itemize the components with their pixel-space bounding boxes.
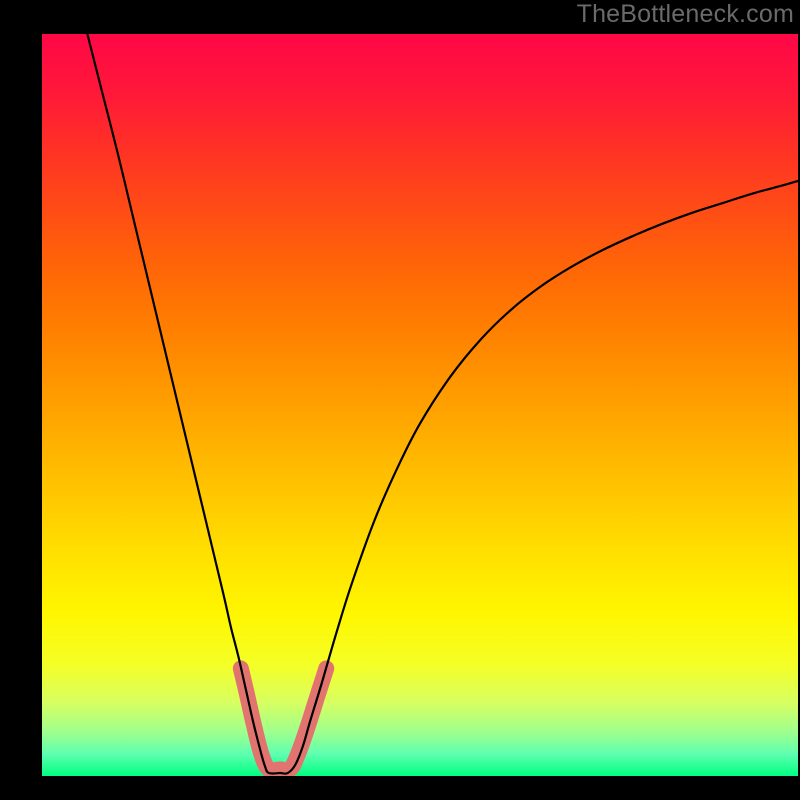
- plot-svg: [42, 34, 798, 776]
- plot-area: [42, 34, 798, 776]
- chart-container: TheBottleneck.com: [0, 0, 800, 800]
- gradient-background: [42, 34, 798, 776]
- watermark-text: TheBottleneck.com: [577, 0, 794, 29]
